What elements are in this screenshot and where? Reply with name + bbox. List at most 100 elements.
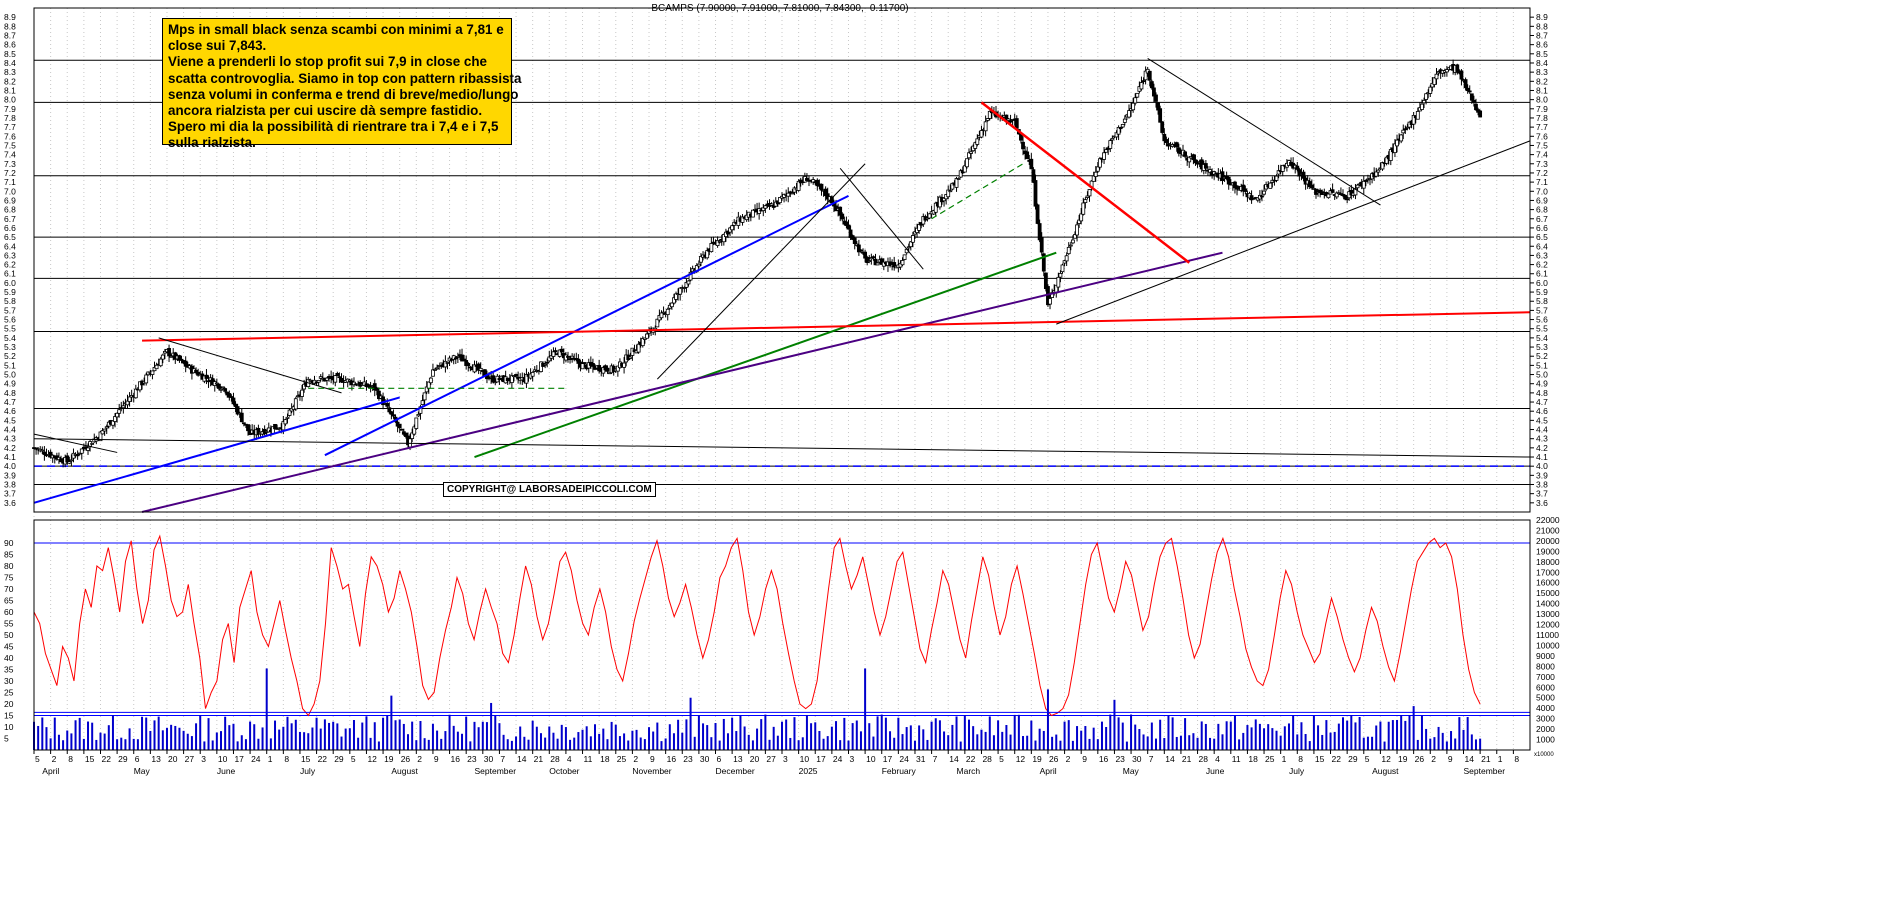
volume-bar: [1333, 731, 1336, 750]
candle-body: [1164, 139, 1169, 143]
volume-bar: [1092, 727, 1095, 750]
volume-bar: [336, 723, 339, 750]
volume-bar: [244, 739, 247, 750]
volume-bar: [635, 729, 638, 750]
volume-bar: [731, 717, 734, 750]
price-tick-label-left: 6.0: [4, 278, 16, 288]
candle-body: [906, 246, 911, 249]
candle-body: [412, 426, 417, 435]
price-tick-label-right: 8.0: [1536, 95, 1548, 105]
x-tick-label: 11: [1232, 754, 1241, 764]
volume-bar: [569, 739, 572, 750]
month-label: October: [549, 766, 579, 776]
volume-bar: [1022, 736, 1025, 750]
candle-body: [1403, 128, 1408, 131]
candle-body: [316, 379, 321, 383]
volume-bar: [303, 732, 306, 750]
volume-bar: [498, 723, 501, 750]
candle-body: [850, 235, 855, 240]
note-line: Spero mi dia la possibilità di rientrare…: [168, 119, 499, 135]
volume-bar: [951, 724, 954, 750]
candle-body: [908, 241, 913, 248]
volume-bar: [1225, 721, 1228, 750]
volume-bar: [1196, 737, 1199, 750]
x-tick-label: 29: [334, 754, 344, 764]
volume-bar: [818, 730, 821, 750]
candle-body: [67, 461, 72, 464]
volume-bar: [930, 721, 933, 750]
volume-bar: [1026, 735, 1029, 750]
candle-body: [875, 262, 880, 266]
green-trendline: [474, 251, 1057, 458]
volume-bar: [1071, 740, 1074, 750]
volume-bar: [1325, 720, 1328, 750]
volume-bar: [1042, 730, 1045, 750]
volume-bar: [1346, 720, 1349, 750]
month-label: May: [1123, 766, 1140, 776]
candle-body: [445, 362, 450, 364]
price-tick-label-left: 4.3: [4, 434, 16, 444]
volume-bar: [1429, 738, 1432, 750]
volume-bar: [880, 714, 883, 750]
candle-body: [293, 398, 298, 410]
volume-bar: [174, 725, 177, 750]
x-tick-label: 4: [567, 754, 572, 764]
candle-body: [1149, 81, 1154, 89]
volume-bar: [66, 730, 69, 750]
candle-body: [1301, 171, 1306, 179]
candle-body: [1274, 175, 1279, 181]
volume-bar: [997, 720, 1000, 750]
volume-bar: [1296, 734, 1299, 750]
candle-body: [318, 376, 323, 379]
candle-body: [352, 381, 356, 386]
month-label: November: [632, 766, 671, 776]
volume-bar: [1462, 729, 1465, 750]
candle-body: [1226, 176, 1231, 185]
price-tick-label-right: 8.3: [1536, 67, 1548, 77]
volume-bar: [664, 738, 667, 750]
price-tick-label-right: 7.3: [1536, 159, 1548, 169]
candle-body: [167, 347, 171, 357]
candle-body: [464, 360, 469, 366]
candle-body: [65, 455, 70, 463]
candle-body: [1432, 77, 1437, 85]
candle-body: [435, 367, 439, 370]
volume-bar: [261, 727, 264, 750]
volume-bar: [623, 733, 626, 750]
candle-body: [1393, 143, 1397, 154]
candle-body: [491, 375, 496, 383]
volume-bar: [1175, 736, 1178, 750]
volume-bar: [37, 725, 40, 750]
volume-bar: [373, 722, 376, 750]
candle-body: [1411, 114, 1416, 125]
candle-body: [730, 225, 735, 231]
volume-bar: [236, 741, 239, 750]
volume-bar: [1030, 720, 1033, 750]
x-tick-label: 9: [1448, 754, 1453, 764]
candle-body: [1114, 132, 1119, 138]
volume-bar: [1350, 715, 1353, 750]
candle-body: [1083, 199, 1088, 204]
x-tick-label: 10: [866, 754, 876, 764]
candle-body: [1162, 133, 1167, 142]
candle-body: [119, 407, 124, 410]
volume-bar: [282, 726, 285, 750]
candle-body: [1363, 180, 1368, 182]
price-tick-label-left: 8.8: [4, 21, 16, 31]
price-tick-label-left: 6.7: [4, 214, 16, 224]
candle-body: [1004, 114, 1009, 121]
candle-body: [111, 420, 115, 426]
candle-body: [1208, 169, 1212, 173]
volume-bar: [1358, 716, 1361, 750]
candle-body: [1021, 141, 1025, 150]
candle-body: [1158, 108, 1163, 123]
candle-body: [1428, 86, 1433, 94]
candle-body: [1073, 234, 1077, 239]
x-tick-label: 28: [982, 754, 992, 764]
candle-body: [1048, 298, 1052, 305]
candle-body: [1395, 139, 1399, 147]
volume-bar: [685, 719, 688, 750]
candle-body: [1116, 127, 1121, 135]
candle-body: [1195, 162, 1200, 165]
